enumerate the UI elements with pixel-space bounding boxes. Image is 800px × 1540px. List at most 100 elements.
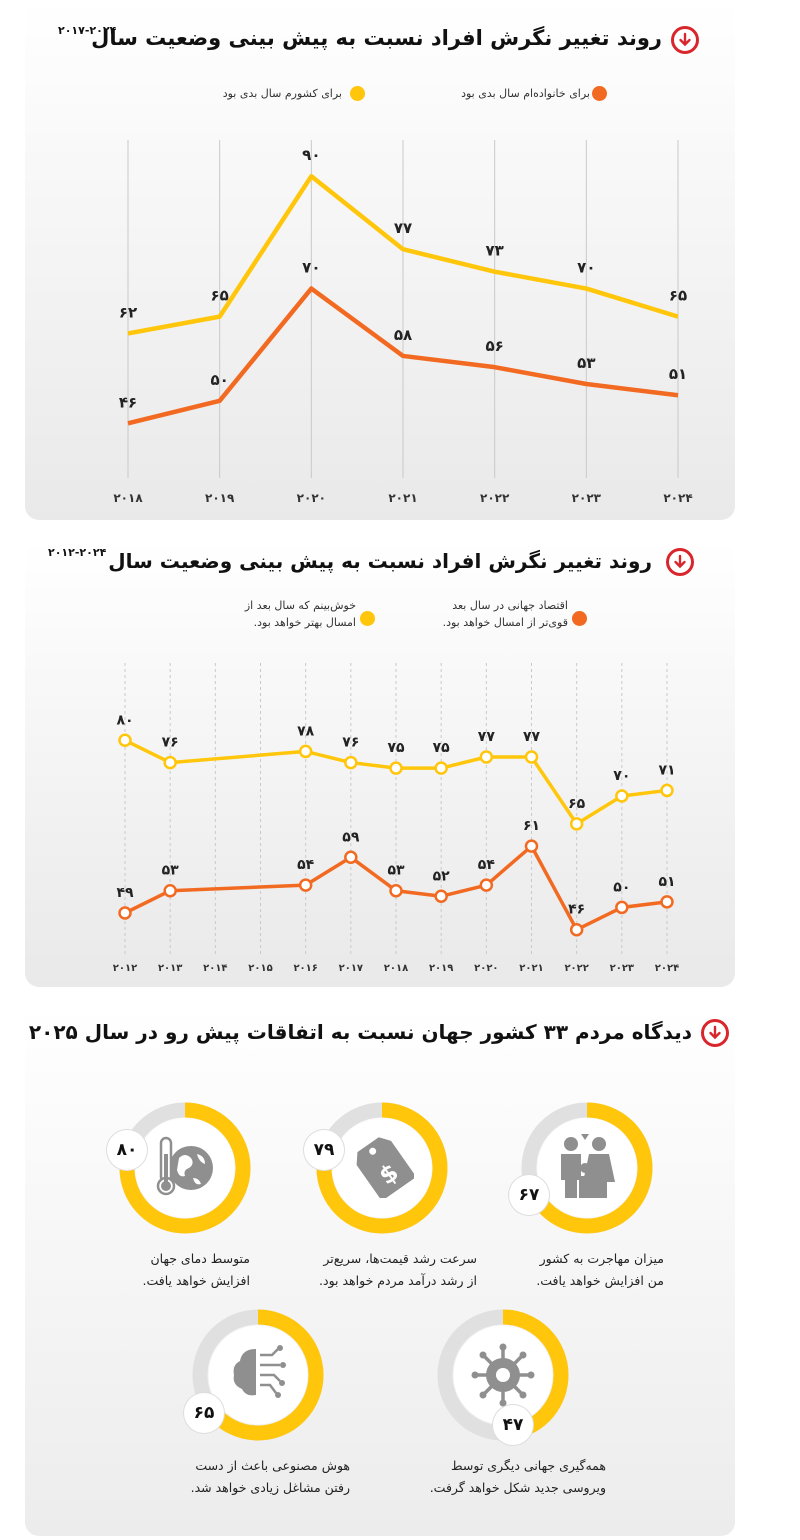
caption-ai-jobs: هوش مصنوعی باعث از دست رفتن مشاغل زیادی … [190,1458,350,1495]
data-label: ۴۶ [568,902,585,918]
price-tag-icon: $ [356,1137,414,1198]
data-point [660,783,674,798]
data-label: ۷۸ [297,723,315,739]
data-label: ۵۱ [669,365,687,383]
ring-progress [192,1309,324,1441]
data-label: ۶۵ [568,796,586,812]
chart-panel-2 [25,540,735,987]
data-point [389,883,403,898]
x-tick-label: ۲۰۱۷ [339,963,363,974]
caption-pandemic: همه‌گیری جهانی دیگری توسط ویروسی جدید شک… [429,1458,606,1495]
x-tick-label: ۲۰۲۰ [474,963,498,974]
data-point [615,789,629,803]
legend-yellow-dot [350,86,365,101]
data-point [479,750,494,764]
down-arrow-icon [701,1019,729,1047]
data-label: ۷۱ [658,762,675,778]
data-label: ۵۸ [394,326,412,344]
chart-1: ۲۰۱۸ ۲۰۱۹ ۲۰۲۰ ۲۰۲۱ ۲۰۲۲ ۲۰۲۳ ۲۰۲۴ ۶۲ ۶۵ ۹۰ ۷۷ ۷۳ ۷۰… [113,140,693,505]
x-tick-label: ۲۰۱۸ [113,491,143,505]
ring-pandemic: ۴۷ [433,1305,573,1445]
ring-value-arc [192,1309,324,1441]
legend-orange-dot [592,86,607,101]
data-label: ۷۳ [486,242,504,260]
data-point [344,755,358,770]
x-tick-label: ۲۰۲۱ [388,491,417,505]
data-point [569,817,584,831]
down-arrow-icon [666,548,694,576]
data-label: ۶۲ [119,303,137,321]
globe-thermometer-icon [156,1136,213,1196]
data-point [298,878,313,892]
data-point [615,900,629,915]
data-label: ۵۴ [297,857,315,873]
ring-value-arc [437,1309,569,1441]
x-tick-label: ۲۰۲۲ [564,963,588,974]
legend-country-bad-year: برای کشورم سال بدی بود [222,87,342,100]
ai-brain-icon [233,1345,286,1398]
data-label: ۵۶ [486,337,504,355]
x-tick-label: ۲۰۱۵ [248,963,272,974]
x-tick-label: ۲۰۲۳ [610,963,634,974]
data-label: ۶۱ [523,818,540,834]
x-tick-label: ۲۰۲۴ [655,963,679,974]
ring-value-badge: ۴۷ [493,1405,533,1445]
data-label: ۶۵ [669,287,687,305]
ring-value-badge: ۶۵ [184,1393,224,1433]
data-label: ۸۰ [116,712,133,728]
legend-world-economy: اقتصاد جهانی در سال بعد قوی‌تر از امسال … [442,599,568,629]
chart-2: ۲۰۱۲ ۲۰۱۳ ۲۰۱۴ ۲۰۱۵ ۲۰۱۶ ۲۰۱۷ ۲۰۱۸ ۲۰۱۹ ۲۰۲۰ ۲۰۲۱… [113,663,679,974]
x-tick-label: ۲۰۲۱ [519,963,543,974]
data-point [524,750,539,764]
data-label: ۷۰ [302,259,320,277]
data-point [389,761,403,775]
chart-1-title-years: ۲۰۱۷-۲۰۲۴ [58,24,117,37]
data-label: ۵۱ [658,874,675,890]
data-label: ۵۳ [387,863,405,879]
x-tick-label: ۲۰۲۳ [572,491,602,505]
x-tick-label: ۲۰۲۴ [663,491,692,505]
data-point [298,744,313,759]
x-tick-label: ۲۰۱۹ [205,491,235,505]
data-label: ۷۷ [394,219,412,237]
virus-icon [471,1343,535,1407]
ring-ai-jobs: ۶۵ [184,1305,328,1445]
data-point [524,839,539,853]
data-label: ۷۰ [577,259,595,277]
data-label: ۵۳ [162,863,180,879]
caption-prices: سرعت رشد قیمت‌ها، سریع‌تر از رشد درآمد م… [319,1251,477,1288]
data-point [479,878,494,892]
predictions-panel [25,1005,735,1536]
x-tick-label: ۲۰۲۰ [297,491,326,505]
data-label: ۷۶ [162,735,179,751]
caption-migration: میزان مهاجرت به کشور من افزایش خواهد یاف… [536,1251,664,1288]
data-point [660,895,674,909]
predictions-title: دیدگاه مردم ۳۳ کشور جهان نسبت به اتفاقات… [28,1020,692,1044]
chart-2-title-years: ۲۰۱۲-۲۰۲۴ [48,546,107,559]
chart-2-title: روند تغییر نگرش افراد نسبت به پیش بینی و… [108,549,652,573]
data-point [569,922,584,937]
data-label: ۵۴ [478,857,496,873]
data-point [163,755,177,770]
data-label: ۴۶ [119,393,137,411]
migration-family-icon [561,1134,615,1198]
data-point [118,733,132,748]
data-point [163,883,177,898]
chart-1-title: روند تغییر نگرش افراد نسبت به پیش بینی و… [91,26,662,50]
ring-value-arc [521,1102,653,1234]
data-point [344,850,358,865]
ring-temperature: ۸۰ [107,1098,255,1238]
data-label: ۷۵ [433,740,451,756]
legend-yellow-dot [360,611,375,626]
ring-value-badge: ۸۰ [107,1130,147,1170]
x-tick-label: ۲۰۱۸ [384,963,408,974]
legend-optimistic-next-year: خوش‌بینم که سال بعد از امسال بهتر خواهد … [244,599,356,629]
data-point [434,889,448,904]
ring-inner [208,1325,308,1425]
x-tick-label: ۲۰۲۲ [480,491,510,505]
data-label: ۹۰ [302,146,320,164]
ring-migration: ۶۷ [509,1098,657,1238]
caption-temperature: متوسط دمای جهان افزایش خواهد یافت. [142,1251,250,1288]
ring-value-badge: ۶۷ [509,1175,549,1215]
series-line [127,173,679,336]
